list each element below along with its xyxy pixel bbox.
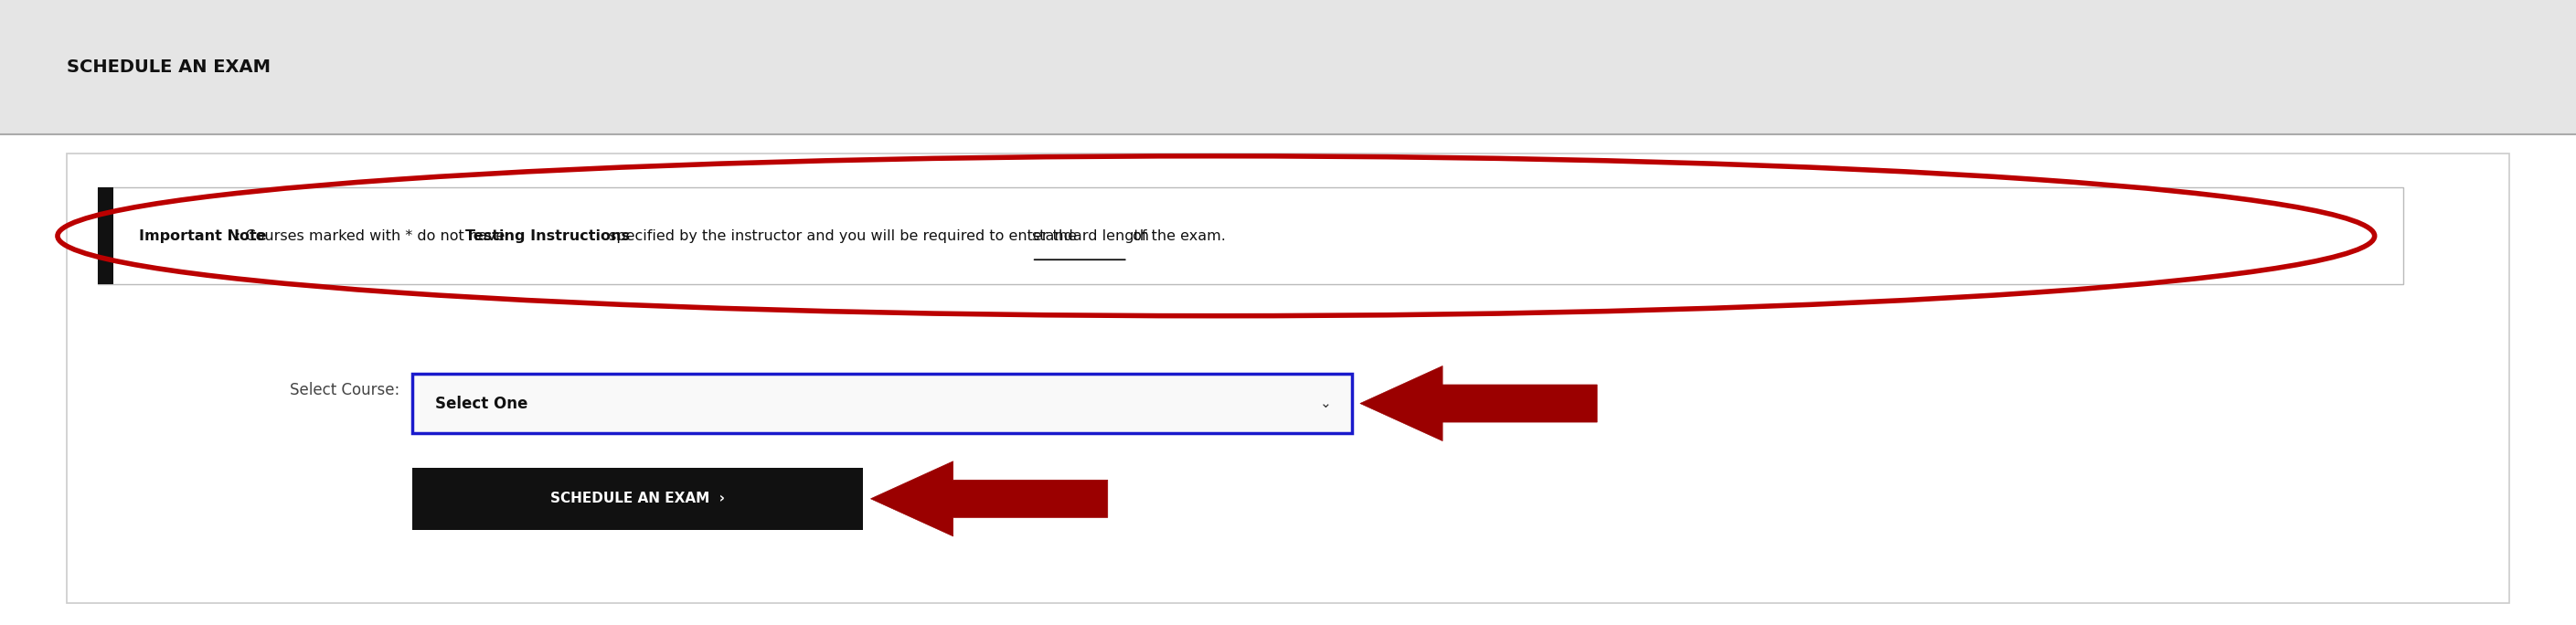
FancyBboxPatch shape [67,153,2509,603]
FancyBboxPatch shape [98,188,2403,284]
Text: Important Note: Important Note [139,229,268,242]
Text: Select One: Select One [435,395,528,412]
FancyBboxPatch shape [98,188,113,284]
Text: SCHEDULE AN EXAM: SCHEDULE AN EXAM [67,59,270,76]
Polygon shape [1360,366,1597,441]
Text: ⌄: ⌄ [1319,397,1332,410]
Text: of the exam.: of the exam. [1128,229,1226,242]
Text: : Courses marked with * do not have: : Courses marked with * do not have [237,229,510,242]
Text: standard length: standard length [1033,229,1149,242]
Text: SCHEDULE AN EXAM  ›: SCHEDULE AN EXAM › [551,492,724,506]
FancyBboxPatch shape [0,0,2576,134]
FancyBboxPatch shape [412,468,863,530]
Text: Testing Instructions: Testing Instructions [466,229,631,242]
Polygon shape [871,461,1108,536]
Text: specified by the instructor and you will be required to enter the: specified by the instructor and you will… [603,229,1082,242]
FancyBboxPatch shape [412,374,1352,433]
Text: Select Course:: Select Course: [289,382,399,399]
